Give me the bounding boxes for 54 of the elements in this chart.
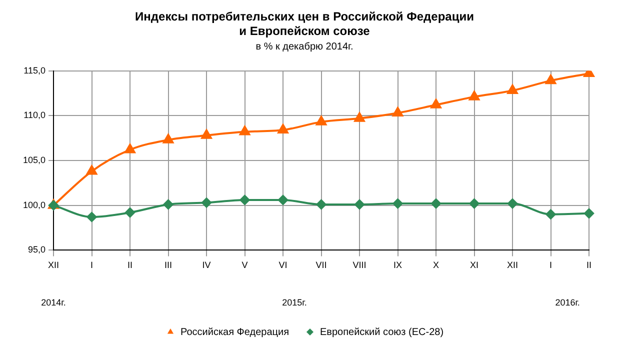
- point: [163, 199, 174, 210]
- x-tick-label: XII: [506, 260, 518, 270]
- point: [201, 129, 212, 139]
- point: [392, 106, 404, 116]
- point: [354, 199, 365, 210]
- x-tick-label: VIII: [352, 260, 366, 270]
- y-tick-label: 100,0: [22, 200, 46, 210]
- point: [430, 98, 442, 108]
- point: [316, 116, 327, 126]
- x-tick-label: V: [242, 260, 248, 270]
- text: 2014г.: [41, 297, 66, 308]
- point: [392, 198, 403, 209]
- point: [278, 124, 288, 134]
- point: [584, 208, 594, 218]
- y-tick-label: 110,0: [24, 110, 46, 120]
- point: [468, 90, 480, 100]
- x-tick-label: IV: [202, 260, 211, 270]
- point: [278, 194, 288, 205]
- x-tick-label: VI: [278, 260, 288, 270]
- point: [546, 209, 556, 220]
- point: [545, 74, 556, 84]
- text: 2016г.: [555, 297, 580, 308]
- point: [469, 198, 480, 209]
- y-tick-label: 95,0: [28, 244, 46, 255]
- point: [240, 194, 250, 205]
- point: [86, 165, 98, 175]
- y-tick-label: 115,0: [24, 65, 46, 76]
- legend-label: Европейский союз (ЕС-28): [320, 326, 444, 338]
- point: [316, 199, 326, 210]
- point: [239, 126, 250, 136]
- x-tick-label: VII: [316, 260, 327, 270]
- chart-title: Индексы потребительских цен в Российской Федерации и Европейском союзе: [135, 10, 474, 38]
- x-tick-label: IX: [394, 260, 402, 270]
- x-tick-label: II: [128, 260, 133, 270]
- x-tick-label: X: [433, 260, 440, 270]
- point: [86, 212, 97, 222]
- x-tick-label: XII: [48, 260, 60, 270]
- point: [431, 198, 442, 209]
- point: [508, 198, 518, 209]
- point: [124, 144, 136, 154]
- point: [125, 208, 136, 218]
- point: [202, 198, 212, 208]
- x-tick-label: I: [90, 260, 94, 270]
- text: 2015г.: [282, 297, 307, 308]
- x-tick-label: XI: [470, 260, 479, 270]
- chart-subtitle: в % к декабрю 2014г.: [256, 42, 354, 53]
- point: [507, 84, 518, 94]
- x-tick-label: II: [586, 260, 592, 270]
- point: [162, 134, 174, 144]
- x-tick-label: III: [164, 260, 172, 270]
- x-tick-label: I: [549, 260, 552, 270]
- y-tick-label: 105,0: [22, 154, 46, 165]
- legend-label: Российская Федерация: [180, 326, 289, 338]
- point: [354, 112, 365, 122]
